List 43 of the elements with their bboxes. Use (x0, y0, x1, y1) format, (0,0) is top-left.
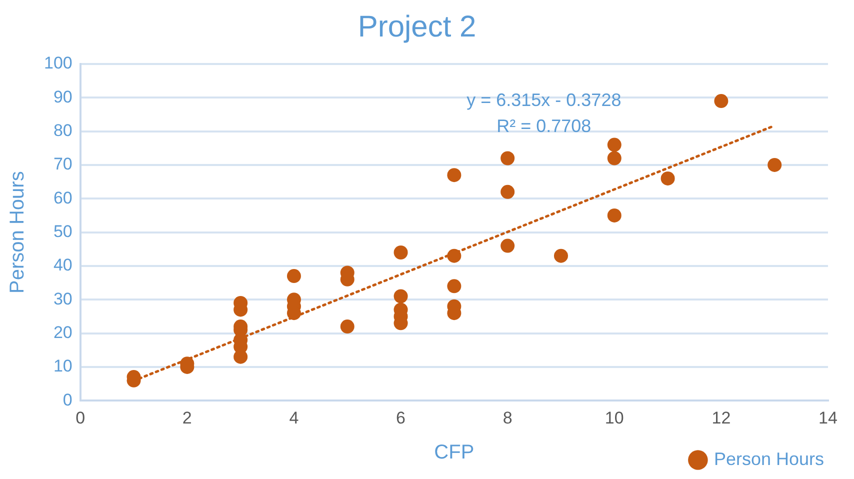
annotation: y = 6.315x - 0.3728 (466, 90, 622, 110)
point (340, 320, 354, 334)
y-tick-label: 100 (44, 54, 72, 73)
point (447, 168, 462, 182)
y-tick-label: 10 (53, 356, 72, 376)
point (286, 269, 301, 284)
point (768, 158, 782, 172)
x-axis-title: CFP (434, 442, 474, 464)
y-tick-label: 0 (62, 390, 72, 410)
y-tick-label: 20 (53, 322, 72, 342)
y-tick-label: 80 (53, 121, 72, 140)
point (660, 171, 675, 186)
y-tick-label: 30 (53, 289, 72, 308)
y-tick-label: 40 (53, 256, 72, 275)
point (500, 151, 515, 166)
legend-label: Person Hours (714, 448, 824, 469)
point (234, 350, 248, 364)
annotation: R² = 0.7708 (496, 116, 592, 136)
point (554, 248, 568, 263)
x-tick-label: 10 (604, 408, 624, 428)
y-tick-label: 70 (53, 154, 72, 174)
y-tick-label: 90 (53, 87, 72, 106)
point (500, 238, 515, 253)
x-tick-label: 0 (76, 408, 86, 428)
x-tick-label: 2 (182, 408, 192, 428)
point (500, 184, 515, 199)
y-tick-label: 60 (53, 188, 72, 208)
point (607, 138, 622, 152)
point (394, 245, 408, 260)
x-tick-label: 6 (396, 408, 406, 428)
point (447, 248, 462, 263)
x-tick-label: 14 (818, 408, 838, 428)
point (607, 151, 622, 166)
y-tick-label: 50 (53, 222, 72, 241)
point (394, 289, 408, 304)
x-tick-label: 8 (502, 408, 512, 428)
point (607, 208, 622, 222)
point (714, 94, 728, 108)
x-tick-label: 4 (289, 408, 299, 428)
x-tick-label: 12 (712, 408, 731, 428)
point (447, 279, 462, 294)
y-axis-title: Person Hours (6, 171, 29, 294)
chart-title: Project 2 (358, 10, 476, 44)
